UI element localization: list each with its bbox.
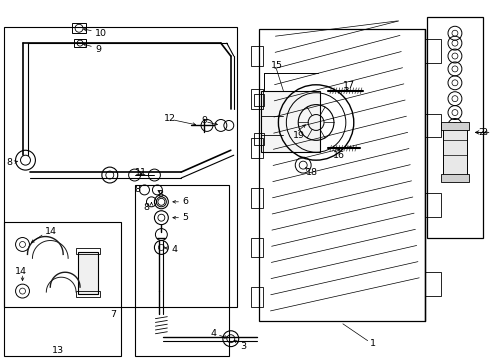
Bar: [78, 252, 98, 294]
Text: 16: 16: [333, 151, 345, 160]
Bar: [425, 39, 441, 63]
Text: 4: 4: [211, 329, 217, 338]
Bar: [250, 287, 263, 307]
Text: 18: 18: [306, 167, 318, 176]
Bar: [72, 23, 86, 33]
Bar: [250, 46, 263, 66]
Text: 8: 8: [7, 158, 13, 167]
Bar: [250, 188, 263, 208]
Text: 1: 1: [369, 339, 376, 348]
Bar: [425, 272, 441, 296]
Bar: [3, 222, 121, 356]
Bar: [425, 193, 441, 217]
Circle shape: [129, 169, 141, 181]
Text: 7: 7: [110, 310, 116, 319]
Text: 5: 5: [182, 213, 188, 222]
Text: 13: 13: [52, 346, 64, 355]
Text: 8: 8: [135, 185, 141, 194]
Circle shape: [16, 150, 35, 170]
Text: 9: 9: [95, 45, 101, 54]
Text: 8: 8: [157, 190, 163, 199]
Bar: [254, 134, 264, 145]
Bar: [76, 248, 100, 255]
Text: 10: 10: [95, 29, 107, 38]
Bar: [443, 127, 467, 175]
Text: 11: 11: [135, 167, 147, 176]
Text: 8: 8: [144, 203, 149, 212]
Text: 9: 9: [201, 116, 207, 125]
Bar: [250, 89, 263, 109]
Bar: [254, 94, 264, 105]
Text: 19: 19: [294, 131, 305, 140]
Text: 14: 14: [15, 267, 26, 276]
Bar: [74, 39, 86, 47]
Bar: [135, 185, 229, 356]
Bar: [250, 138, 263, 158]
Text: 4: 4: [172, 245, 177, 254]
Bar: [261, 91, 320, 152]
Text: 6: 6: [182, 197, 188, 206]
Text: 2: 2: [479, 128, 485, 137]
Text: 14: 14: [46, 227, 57, 236]
Bar: [250, 238, 263, 257]
Text: 2: 2: [482, 128, 488, 137]
Bar: [441, 174, 469, 182]
Text: 12: 12: [164, 114, 176, 123]
Text: 17: 17: [343, 81, 355, 90]
Bar: [441, 122, 469, 130]
Bar: [76, 291, 100, 297]
Bar: [427, 17, 483, 238]
Bar: [3, 27, 237, 307]
Circle shape: [148, 169, 160, 181]
Text: 3: 3: [241, 342, 247, 351]
Text: 15: 15: [270, 62, 282, 71]
Bar: [425, 113, 441, 138]
Bar: [259, 29, 425, 321]
